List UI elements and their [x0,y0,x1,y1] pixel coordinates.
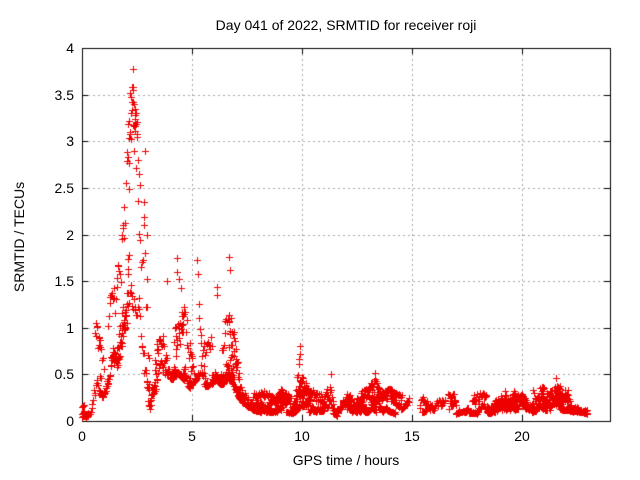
y-tick-label-2.5: 2.5 [54,179,74,196]
x-tick-label-10: 10 [294,428,310,444]
x-axis-label: GPS time / hours [292,452,400,468]
y-tick-label-0.5: 0.5 [54,366,74,383]
y-tick-label-1: 1 [66,319,74,336]
y-tick-label-1.5: 1.5 [54,273,74,290]
x-tick-label-15: 15 [404,428,420,444]
y-tick-label-3.5: 3.5 [54,86,74,103]
x-tick-label-5: 5 [188,428,196,444]
x-tick-label-0: 0 [78,428,86,444]
x-tick-label-20: 20 [514,428,530,444]
y-tick-label-2: 2 [66,226,74,243]
y-tick-label-0: 0 [66,413,74,429]
y-tick-label-4: 4 [66,40,74,56]
chart-title: Day 041 of 2022, SRMTID for receiver roj… [215,17,477,33]
y-tick-label-3: 3 [66,133,74,150]
